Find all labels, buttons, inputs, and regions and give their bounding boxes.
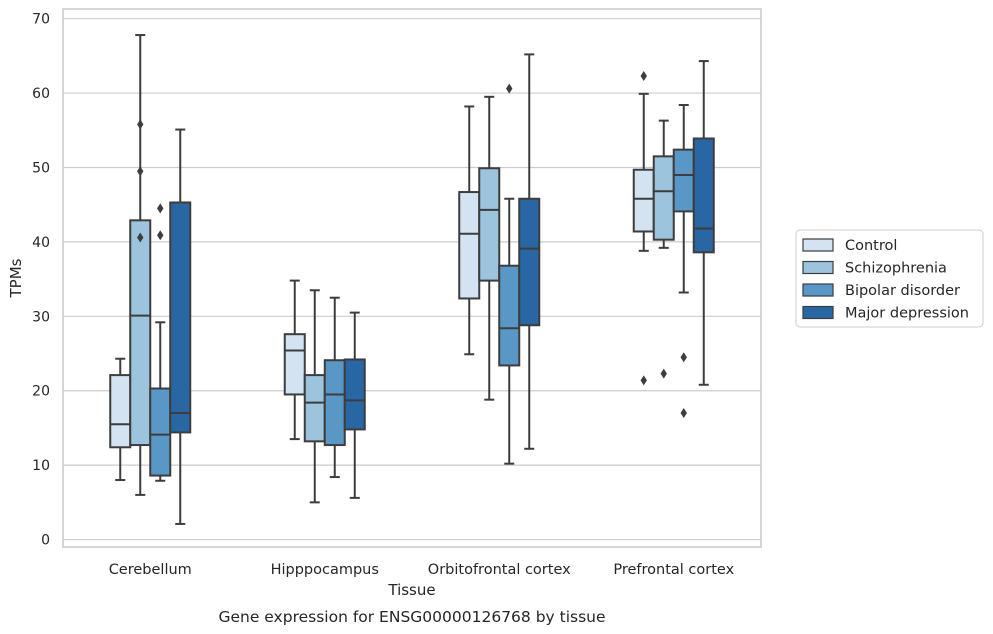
outlier-point [640, 375, 647, 386]
box-1-3 [652, 119, 675, 379]
box-3-1 [343, 311, 366, 499]
box-0-2 [458, 105, 481, 356]
chart-caption: Gene expression for ENSG00000126768 by t… [218, 608, 605, 626]
legend-swatch [802, 238, 834, 252]
boxes-layer [109, 34, 715, 525]
outlier-point [680, 408, 687, 419]
y-tick-label: 60 [32, 86, 50, 102]
plot-frame [62, 8, 762, 548]
box-2-1 [323, 296, 346, 479]
x-axis-label: Tissue [387, 581, 435, 599]
x-tick-label: Orbitofrontal cortex [428, 562, 571, 578]
legend: Control Schizophrenia Bipolar disorder Majo… [795, 229, 984, 328]
outlier-point [137, 119, 144, 130]
legend-swatch [802, 283, 834, 297]
iqr-box [169, 201, 192, 434]
iqr-box [343, 358, 366, 431]
x-tick-label: Hipppocampus [271, 562, 379, 578]
box-3-0 [169, 128, 192, 525]
legend-label: Schizophrenia [845, 261, 947, 277]
outlier-point [137, 166, 144, 177]
iqr-box [652, 155, 675, 241]
outlier-point [640, 70, 647, 81]
y-tick-label: 0 [41, 533, 50, 549]
iqr-box [672, 148, 695, 213]
legend-label: Major depression [845, 306, 969, 322]
iqr-box [323, 359, 346, 447]
box-2-0 [149, 203, 172, 482]
legend-label: Bipolar disorder [845, 283, 960, 299]
box-1-2 [478, 95, 501, 401]
box-3-3 [692, 60, 715, 386]
y-tick-label: 20 [32, 384, 50, 400]
y-tick-label: 30 [32, 309, 50, 325]
y-tick-labels: 0 10 20 30 40 50 60 70 [32, 12, 50, 549]
outlier-point [680, 352, 687, 363]
legend-swatch [802, 305, 834, 320]
outlier-point [506, 83, 513, 94]
legend-frame [795, 229, 984, 328]
y-tick-label: 40 [32, 235, 50, 251]
x-tick-label: Cerebellum [109, 562, 192, 578]
iqr-box [478, 167, 501, 282]
box-0-0 [109, 357, 132, 482]
outlier-point [157, 203, 164, 214]
box-0-1 [283, 279, 306, 441]
iqr-box [498, 264, 521, 367]
box-1-1 [303, 289, 326, 504]
iqr-box [109, 374, 132, 449]
iqr-box [632, 168, 655, 233]
outlier-point [137, 232, 144, 243]
x-tick-label: Prefrontal cortex [613, 562, 734, 578]
x-tick-labels: Cerebellum Hipppocampus Orbitofrontal cort… [109, 562, 735, 578]
box-2-2 [498, 83, 521, 465]
iqr-box [303, 374, 326, 443]
iqr-box [692, 137, 715, 254]
iqr-box [149, 387, 172, 477]
outlier-point [660, 368, 667, 379]
y-tick-label: 50 [32, 160, 50, 176]
y-tick-label: 10 [32, 458, 50, 474]
iqr-box [458, 191, 481, 300]
iqr-box [518, 197, 541, 327]
iqr-box [129, 219, 152, 447]
box-1-0 [129, 34, 152, 496]
outlier-point [157, 230, 164, 241]
y-tick-label: 70 [32, 12, 50, 28]
box-3-2 [518, 53, 541, 450]
legend-swatch [802, 260, 834, 275]
iqr-box [283, 333, 306, 396]
legend-label: Control [845, 238, 897, 254]
y-axis-label: TPMs [7, 258, 25, 298]
